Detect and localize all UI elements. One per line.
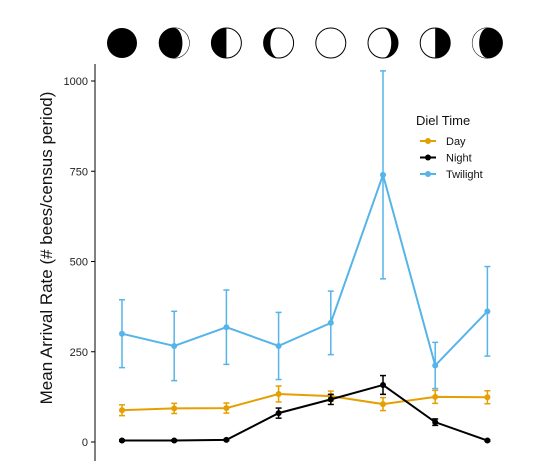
series-twilight xyxy=(119,70,491,390)
last-quarter-icon xyxy=(419,27,451,59)
night-line xyxy=(122,383,488,442)
twilight-point xyxy=(432,362,439,369)
waning-crescent-icon xyxy=(471,27,503,59)
y-axis-title: Mean Arrival Rate (# bees/census period) xyxy=(37,92,56,405)
twilight-line xyxy=(121,171,489,368)
y-tick-label: 1000 xyxy=(64,76,88,88)
night-point xyxy=(327,396,334,403)
y-tick-label: 0 xyxy=(82,437,88,449)
day-point xyxy=(380,401,386,408)
twilight-point xyxy=(223,324,230,331)
waxing-crescent-icon xyxy=(158,27,190,59)
series-night xyxy=(119,374,491,444)
day-point xyxy=(223,405,230,412)
legend-label: Night xyxy=(446,153,472,165)
night-point xyxy=(171,437,178,444)
twilight-point xyxy=(327,319,334,326)
twilight-point xyxy=(119,330,125,337)
legend-label: Day xyxy=(446,136,466,148)
y-tick-label: 750 xyxy=(70,166,88,178)
night-point xyxy=(380,381,386,388)
waxing-gibbous-icon xyxy=(263,27,295,59)
night-point xyxy=(275,410,282,417)
twilight-point xyxy=(380,171,386,178)
y-tick-label: 500 xyxy=(70,257,88,269)
axes: 0 250 500 750 1000 xyxy=(64,64,96,461)
legend-item-day: Day xyxy=(420,136,466,148)
night-point xyxy=(223,436,230,443)
series-day xyxy=(119,385,491,417)
waning-gibbous-icon xyxy=(367,27,399,59)
night-point xyxy=(432,419,439,426)
twilight-point xyxy=(484,308,491,315)
twilight-point xyxy=(275,342,282,349)
night-point xyxy=(484,437,491,444)
full-moon-icon xyxy=(315,27,347,59)
moon-phase-row xyxy=(107,27,503,59)
y-tick-label: 250 xyxy=(70,347,88,359)
legend: Diel Time Day Night Twilight xyxy=(416,113,483,181)
first-quarter-icon xyxy=(210,27,242,59)
twilight-point xyxy=(171,342,178,349)
legend-label: Twilight xyxy=(446,169,483,181)
day-point xyxy=(119,407,125,414)
legend-item-twilight: Twilight xyxy=(420,169,483,181)
day-point xyxy=(484,394,491,401)
y-ticks: 0 250 500 750 1000 xyxy=(64,76,95,449)
day-point xyxy=(171,405,178,412)
legend-item-night: Night xyxy=(420,153,472,165)
new-moon-icon xyxy=(107,28,137,58)
night-point xyxy=(119,437,125,444)
day-point xyxy=(432,393,439,400)
day-line xyxy=(121,392,488,412)
day-point xyxy=(275,390,282,397)
legend-title: Diel Time xyxy=(416,113,470,128)
plot-area xyxy=(119,70,491,444)
